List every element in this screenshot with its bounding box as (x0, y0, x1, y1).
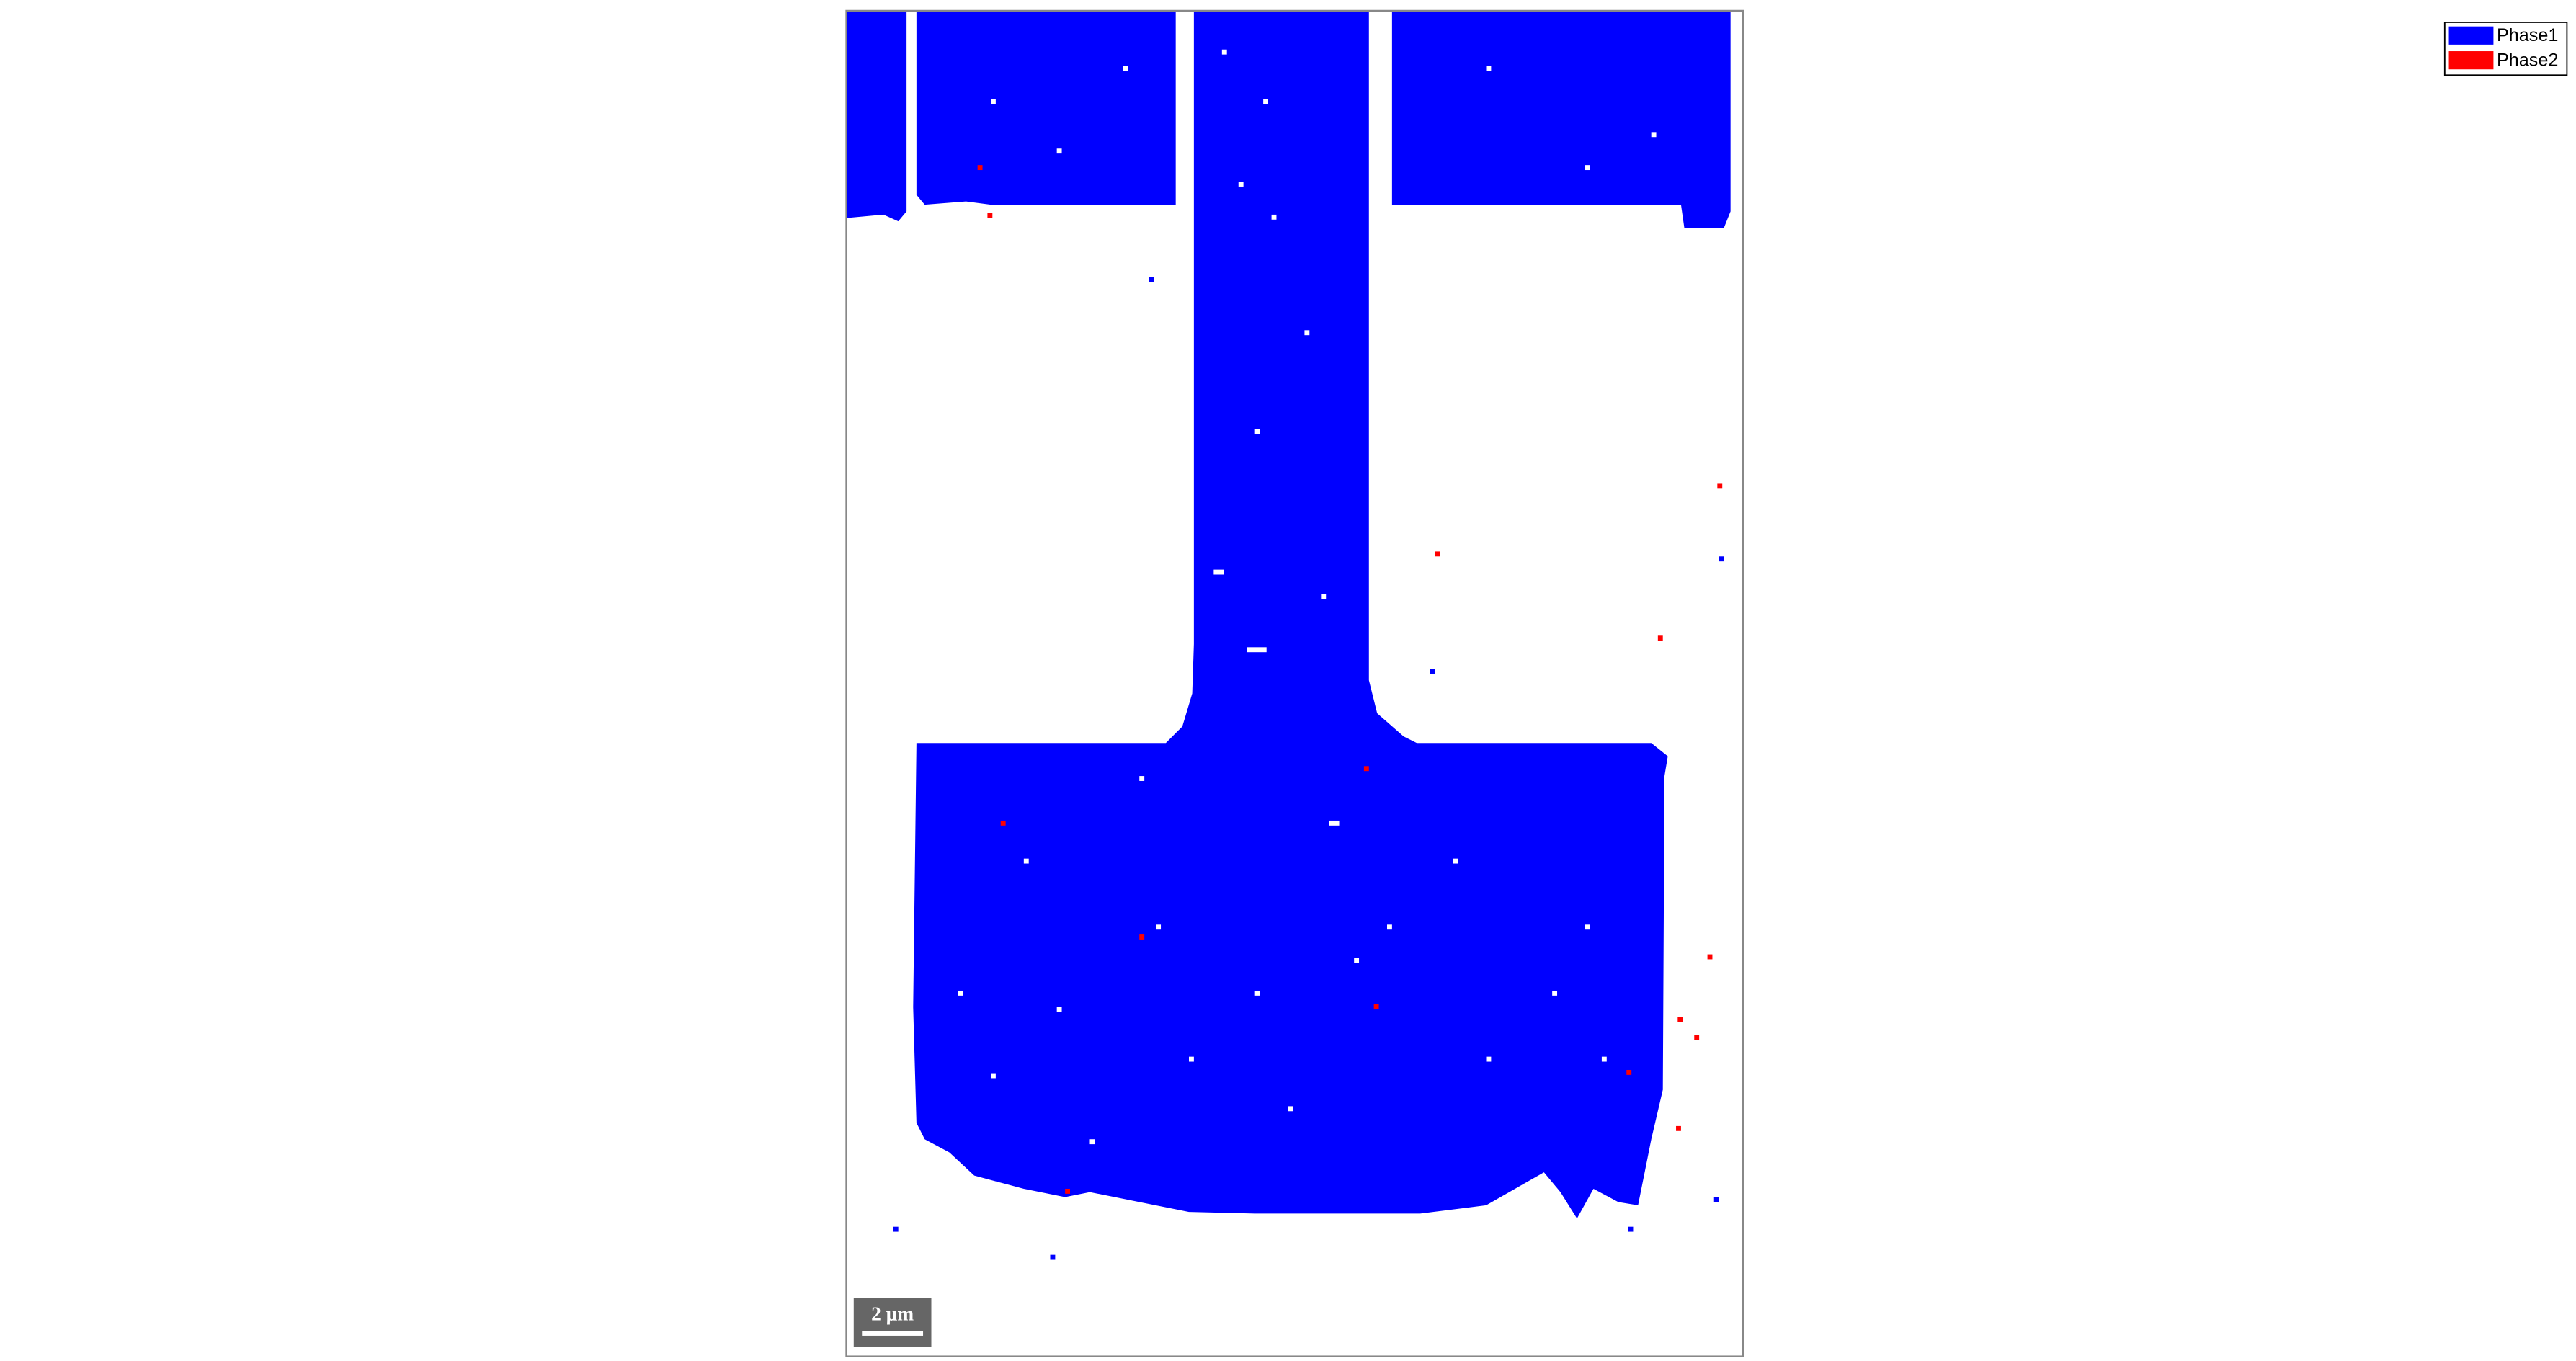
scale-bar-bg (853, 1298, 932, 1347)
legend-label: Phase1 (2497, 25, 2558, 45)
legend-swatch (2448, 26, 2494, 45)
legend-swatch (2448, 51, 2494, 70)
scale-bar: 2 μm (853, 1298, 932, 1347)
isolated-points (893, 165, 1724, 1260)
phase1-region (847, 12, 1731, 1219)
scale-bar-line (862, 1331, 924, 1336)
scale-bar-label: 2 μm (871, 1303, 914, 1325)
non-indexed-speckles (958, 49, 1657, 1145)
legend: Phase1 Phase2 (2443, 22, 2568, 76)
phase-map: 2 μm (845, 9, 1744, 1357)
legend-label: Phase2 (2497, 50, 2558, 70)
